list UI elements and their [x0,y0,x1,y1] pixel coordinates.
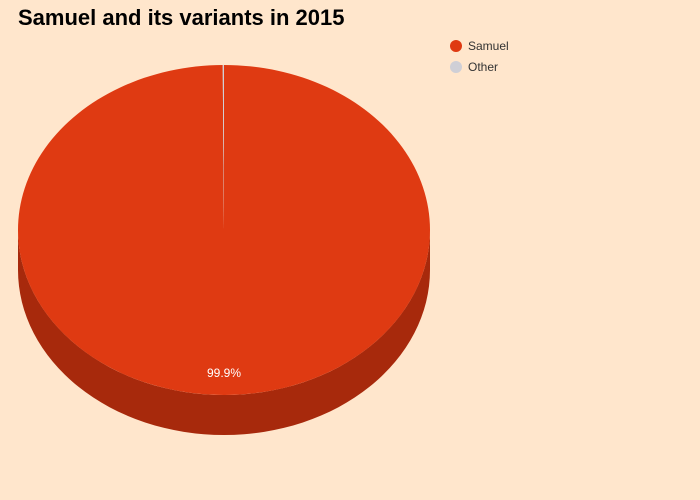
legend-swatch-samuel [450,39,462,52]
chart-title: Samuel and its variants in 2015 [18,5,345,30]
legend-swatch-other [450,60,462,73]
legend-item-other[interactable]: Other [450,56,509,77]
legend: Samuel Other [450,35,509,77]
legend-label-other: Other [468,59,499,74]
legend-label-samuel: Samuel [468,38,509,53]
data-label-samuel: 99.9% [207,366,241,380]
pie-slice-other[interactable] [222,65,224,230]
legend-item-samuel[interactable]: Samuel [450,35,509,56]
pie-slice-samuel[interactable] [18,65,431,395]
pie-side-samuel [18,230,430,435]
